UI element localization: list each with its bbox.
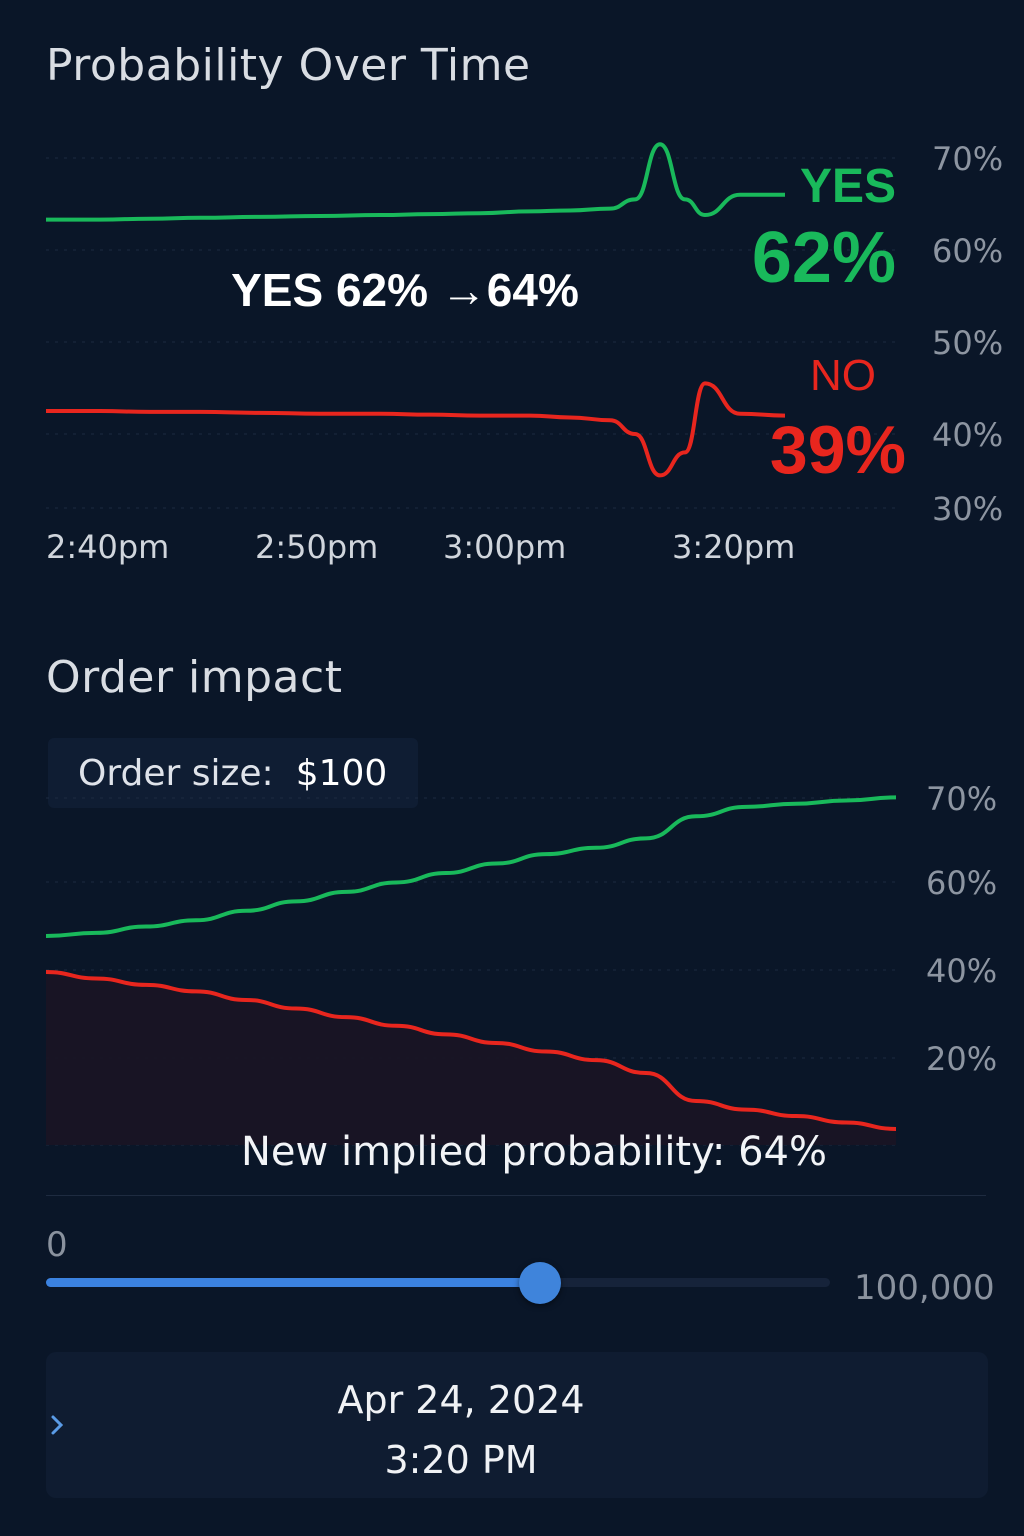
slider-min-label: 0 — [46, 1225, 68, 1265]
order-impact-title: Order impact — [46, 652, 343, 703]
yes-label: YES — [800, 160, 896, 213]
y-tick-label: 60% — [926, 864, 997, 902]
date-label: Apr 24, 2024 — [337, 1378, 585, 1422]
date-time-selector[interactable]: Apr 24, 2024 3:20 PM — [46, 1352, 988, 1498]
order-size-slider-track[interactable] — [46, 1278, 830, 1287]
divider — [46, 1195, 986, 1196]
y-tick-label: 70% — [932, 140, 1003, 178]
x-tick-label: 2:50pm — [255, 528, 378, 566]
y-tick-label: 60% — [932, 232, 1003, 270]
no-value: 39% — [770, 412, 906, 488]
y-tick-label: 30% — [932, 490, 1003, 528]
order-size-value: $100 — [295, 752, 388, 794]
slider-max-label: 100,000 — [854, 1268, 995, 1308]
y-tick-label: 20% — [926, 1040, 997, 1078]
probability-change-label: YES 62% →64% — [231, 264, 579, 316]
no-series-line — [45, 970, 897, 1131]
yes-value: 62% — [752, 218, 896, 298]
probability-over-time-chart: 70% 60% 50% 40% 30% 2:40pm 2:50pm 3:00pm 3:20pm Y… — [45, 140, 1003, 566]
no-area-fill — [46, 972, 896, 1145]
no-series-line — [45, 381, 786, 478]
y-tick-label: 50% — [932, 324, 1003, 362]
y-tick-label: 40% — [926, 952, 997, 990]
slider-fill — [46, 1278, 540, 1287]
slider-thumb[interactable] — [518, 1262, 561, 1304]
probability-chart-title: Probability Over Time — [46, 40, 531, 91]
yes-series-line — [45, 142, 785, 222]
y-tick-label: 70% — [926, 780, 997, 818]
implied-probability-label: New implied probability: 64% — [241, 1129, 827, 1175]
chevron-right-icon[interactable] — [46, 1414, 68, 1436]
x-tick-label: 2:40pm — [46, 528, 169, 566]
time-label: 3:20 PM — [384, 1438, 538, 1482]
yes-series-line — [45, 795, 897, 938]
x-tick-label: 3:20pm — [672, 528, 795, 566]
y-tick-label: 40% — [932, 416, 1003, 454]
order-size-field[interactable]: Order size: $100 — [48, 738, 418, 808]
no-label: NO — [810, 351, 876, 400]
x-tick-label: 3:00pm — [443, 528, 566, 566]
order-size-label: Order size: — [78, 752, 274, 794]
